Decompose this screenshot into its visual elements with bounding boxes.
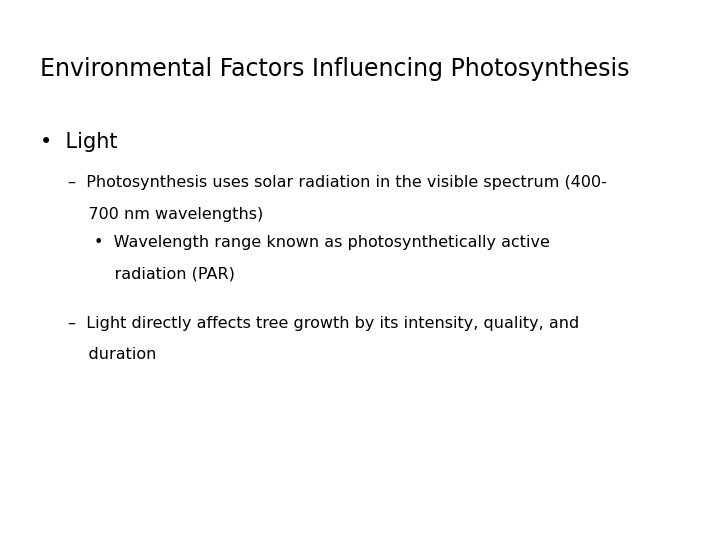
Text: –  Light directly affects tree growth by its intensity, quality, and: – Light directly affects tree growth by … [68,316,580,331]
Text: radiation (PAR): radiation (PAR) [94,266,235,281]
Text: –  Photosynthesis uses solar radiation in the visible spectrum (400-: – Photosynthesis uses solar radiation in… [68,176,607,191]
Text: Environmental Factors Influencing Photosynthesis: Environmental Factors Influencing Photos… [40,57,629,80]
Text: 700 nm wavelengths): 700 nm wavelengths) [68,207,264,222]
Text: •  Light: • Light [40,132,117,152]
Text: •  Wavelength range known as photosynthetically active: • Wavelength range known as photosynthet… [94,235,549,250]
Text: duration: duration [68,347,157,362]
